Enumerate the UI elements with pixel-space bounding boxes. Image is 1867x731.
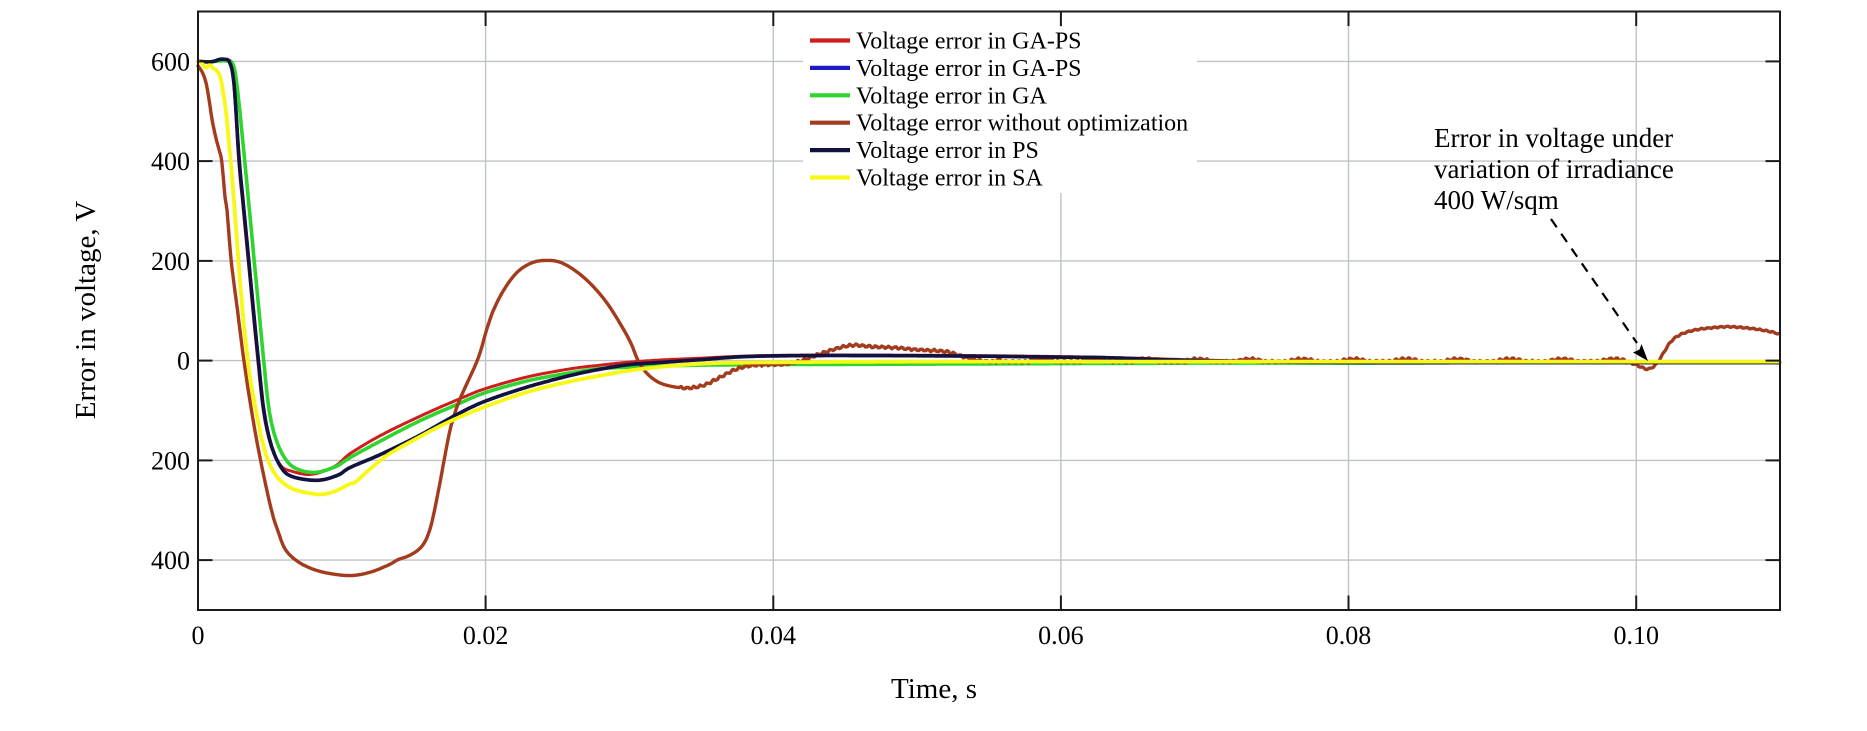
svg-text:0.02: 0.02 bbox=[463, 621, 509, 650]
svg-text:Voltage error in GA-PS: Voltage error in GA-PS bbox=[856, 29, 1082, 55]
svg-text:Time, s: Time, s bbox=[891, 673, 977, 705]
svg-text:Error in voltage, V: Error in voltage, V bbox=[70, 201, 102, 420]
svg-text:0.10: 0.10 bbox=[1613, 621, 1659, 650]
svg-text:400: 400 bbox=[151, 147, 190, 176]
svg-text:Voltage error in PS: Voltage error in PS bbox=[856, 138, 1039, 164]
svg-text:Voltage error in GA: Voltage error in GA bbox=[856, 83, 1048, 109]
svg-text:Voltage error without optimiza: Voltage error without optimization bbox=[856, 111, 1188, 137]
svg-text:0.08: 0.08 bbox=[1326, 621, 1372, 650]
svg-text:0.04: 0.04 bbox=[751, 621, 797, 650]
svg-text:Voltage error in SA: Voltage error in SA bbox=[856, 166, 1044, 192]
svg-text:600: 600 bbox=[151, 47, 190, 76]
svg-text:0.06: 0.06 bbox=[1038, 621, 1084, 650]
svg-text:400 W/sqm: 400 W/sqm bbox=[1434, 185, 1559, 215]
svg-text:Voltage error in GA-PS: Voltage error in GA-PS bbox=[856, 56, 1082, 82]
svg-text:200: 200 bbox=[151, 247, 190, 276]
svg-text:200: 200 bbox=[151, 446, 190, 475]
svg-text:400: 400 bbox=[151, 546, 190, 575]
svg-text:variation of irradiance: variation of irradiance bbox=[1434, 154, 1674, 184]
svg-text:0: 0 bbox=[192, 621, 205, 650]
svg-text:Error in voltage under: Error in voltage under bbox=[1434, 123, 1673, 153]
svg-text:0: 0 bbox=[177, 347, 190, 376]
